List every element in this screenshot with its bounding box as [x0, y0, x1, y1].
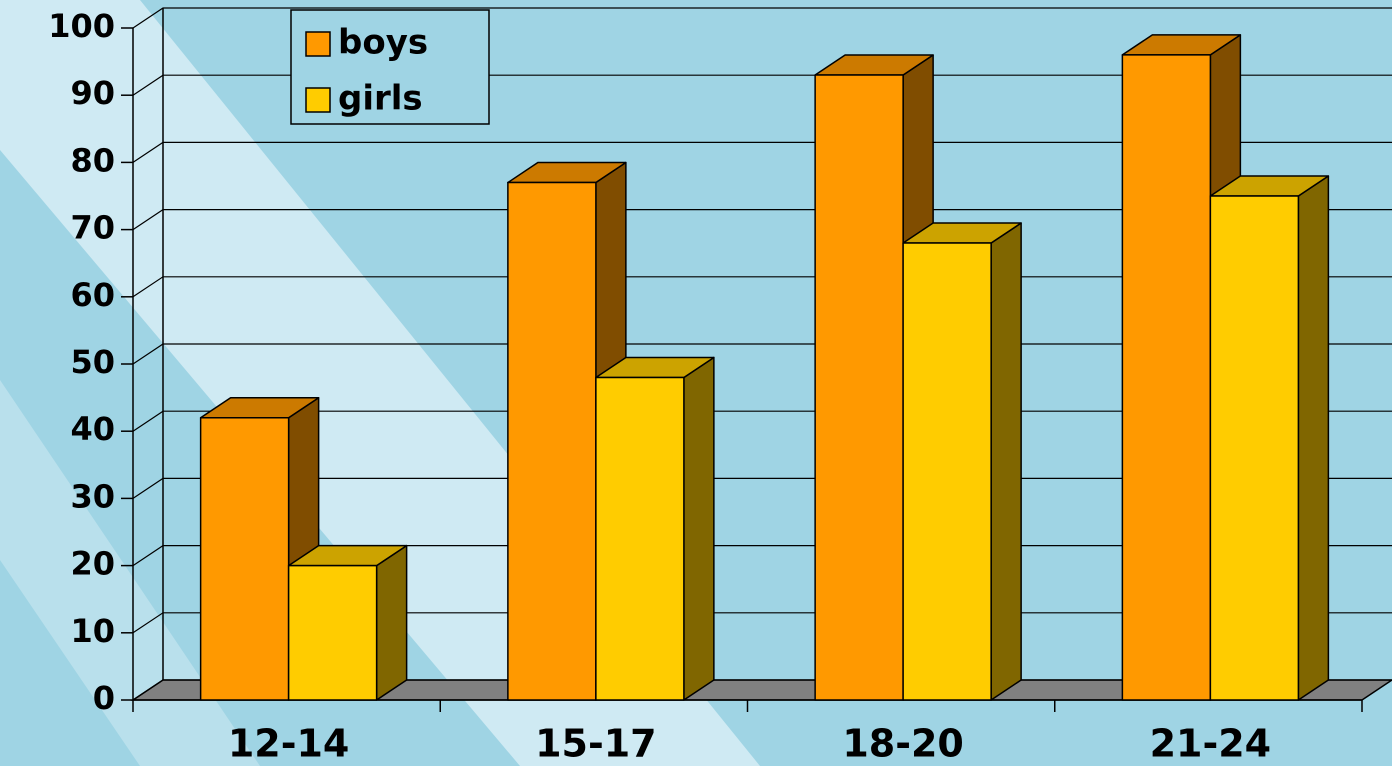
y-tick-label: 0	[93, 679, 115, 717]
y-tick-label: 100	[48, 7, 115, 45]
legend: boys girls	[290, 9, 490, 125]
bar	[902, 242, 992, 701]
grid-line	[132, 7, 1392, 29]
bar-side	[683, 356, 715, 701]
bar	[507, 181, 597, 701]
y-tick-label: 30	[70, 477, 115, 515]
bar-side	[1297, 175, 1330, 701]
y-tick-label: 70	[70, 209, 115, 247]
bar-side	[375, 544, 408, 701]
x-tick-label: 15-17	[535, 722, 657, 766]
legend-label: boys	[338, 23, 428, 63]
background-stripe	[0, 380, 260, 766]
x-tick-label: 21-24	[1150, 722, 1272, 766]
bar	[1209, 195, 1300, 701]
x-tick-label: 18-20	[842, 722, 964, 766]
bar	[199, 417, 290, 701]
bar	[1121, 54, 1212, 701]
bar	[814, 74, 904, 701]
plot: 0 10 20 30 40 50 60 70 80 90 100 12-14 15-17 18-20 21-…	[48, 7, 1392, 766]
y-tick-label: 50	[70, 343, 115, 381]
y-tick-label: 60	[70, 276, 115, 314]
legend-swatch	[305, 31, 331, 57]
bar	[595, 376, 685, 701]
grid-line	[132, 74, 1392, 96]
bar-side	[990, 222, 1022, 701]
y-tick-label: 90	[70, 74, 115, 112]
y-tick-label: 20	[70, 545, 115, 583]
x-tick-label: 12-14	[228, 722, 350, 766]
y-tick-label: 80	[70, 141, 115, 179]
y-tick-label: 40	[70, 410, 115, 448]
legend-label: girls	[338, 79, 423, 119]
grid-line	[132, 141, 1392, 163]
y-tick-label: 10	[70, 612, 115, 650]
bar	[287, 564, 378, 701]
legend-swatch	[305, 87, 331, 113]
grid-line	[132, 209, 1392, 231]
